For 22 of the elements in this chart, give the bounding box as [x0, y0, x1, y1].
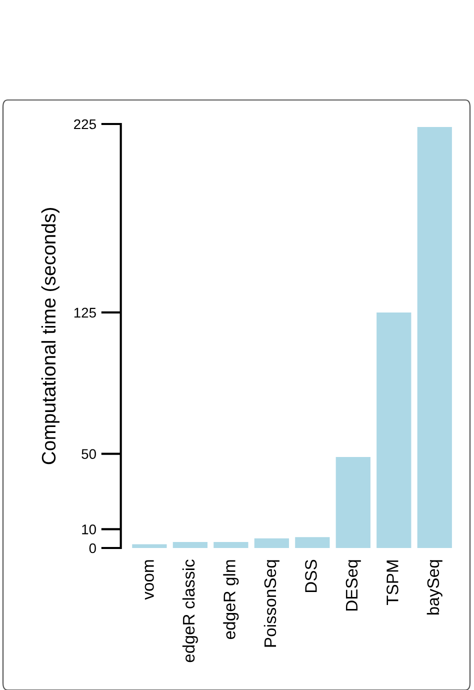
- bar: [376, 312, 412, 548]
- x-tick-label: DSS: [305, 560, 317, 592]
- x-tick-label: edgeR classic: [182, 560, 198, 662]
- x-tick-label: voom: [144, 560, 154, 600]
- y-axis-title: Computational time (seconds): [41, 208, 60, 464]
- bar: [417, 127, 452, 548]
- x-tick-label: baySeq: [426, 560, 442, 615]
- x-tick-label: edgeR glm: [223, 560, 239, 639]
- y-tick-label: 125: [74, 308, 96, 318]
- bar: [132, 544, 167, 548]
- bar: [295, 537, 330, 548]
- x-tick-label: DESeq: [346, 560, 361, 611]
- x-tick-label: PoissonSeq: [264, 560, 280, 647]
- bar: [214, 542, 248, 548]
- y-tick-label: 225: [74, 119, 96, 130]
- y-tick-label: 0: [89, 543, 96, 554]
- y-tick-label: 50: [82, 449, 96, 459]
- bar: [254, 538, 289, 548]
- bar: [172, 542, 208, 548]
- bar: [336, 456, 370, 548]
- y-tick-label: 10: [82, 524, 96, 534]
- x-tick-label: TSPM: [386, 560, 398, 606]
